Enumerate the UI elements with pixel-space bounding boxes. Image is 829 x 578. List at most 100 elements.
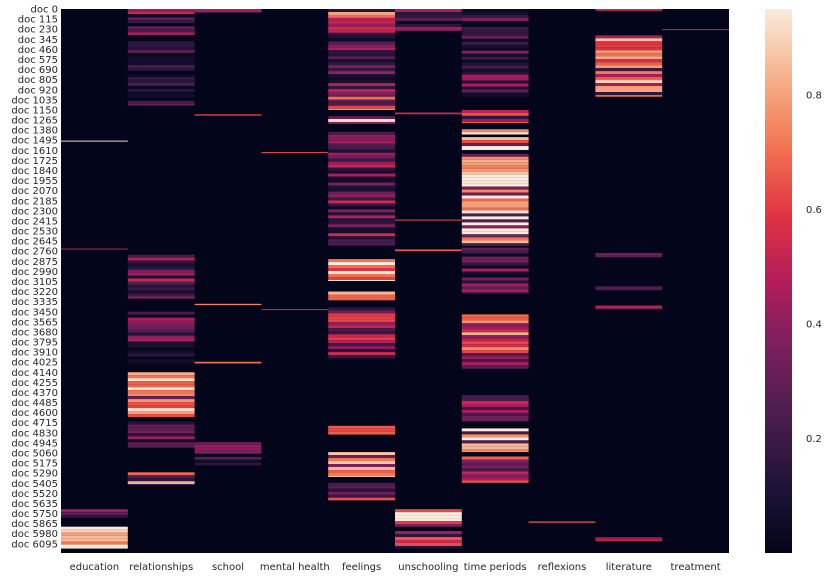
heatmap-cell (328, 74, 395, 78)
row-tick-label: doc 6095 (11, 539, 58, 550)
heatmap-cell (328, 355, 395, 359)
heatmap-cell (328, 485, 395, 489)
heatmap-cell (194, 438, 262, 442)
heatmap-cell (127, 356, 195, 360)
heatmap-cell (127, 338, 195, 342)
heatmap-cell (127, 421, 195, 425)
row-tick-label: doc 5635 (11, 499, 58, 510)
heatmap-cell (461, 86, 529, 90)
heatmap-cell (461, 89, 529, 93)
heatmap-cell (127, 378, 195, 382)
heatmap-cell (194, 303, 262, 306)
heatmap-cell (595, 68, 663, 72)
heatmap-cell (127, 17, 195, 21)
heatmap-cell (461, 168, 529, 172)
heatmap-cell (461, 329, 529, 333)
heatmap-cell (461, 95, 529, 97)
heatmap-cell (595, 83, 663, 87)
heatmap-cell (461, 335, 529, 339)
heatmap-cell (61, 541, 128, 545)
heatmap-cell (328, 191, 395, 195)
heatmap-cell (595, 50, 663, 54)
row-tick-label: doc 4140 (11, 368, 58, 379)
heatmap-cell (328, 170, 395, 174)
heatmap-cell (328, 212, 395, 216)
heatmap-cell (595, 59, 663, 63)
heatmap-cell (328, 297, 395, 301)
heatmap-cell (127, 290, 195, 294)
row-tick-label: doc 1955 (11, 176, 58, 187)
heatmap-cell (328, 209, 395, 213)
heatmap-cell (461, 20, 529, 24)
heatmap-cell (127, 414, 195, 417)
heatmap-cell (127, 97, 195, 101)
row-tick-label: doc 4370 (11, 388, 58, 399)
heatmap-cell (328, 134, 395, 138)
heatmap-cell (127, 278, 195, 282)
heatmap-cell (328, 224, 395, 228)
heatmap-cell (461, 449, 529, 453)
heatmap-cell (127, 384, 195, 388)
column-tick-label: time periods (464, 562, 527, 573)
heatmap-cell (127, 393, 195, 397)
row-tick-label: doc 5980 (11, 529, 58, 540)
heatmap-cell (127, 38, 195, 42)
heatmap-cell (461, 9, 529, 12)
heatmap-cell (461, 418, 529, 422)
row-tick-label: doc 2875 (11, 257, 58, 268)
heatmap-cell (127, 59, 195, 62)
heatmap-cell (461, 115, 529, 119)
heatmap-cell (461, 262, 529, 266)
heatmap-cell (328, 50, 395, 54)
heatmap-cell (461, 59, 529, 63)
heatmap-cell (595, 38, 663, 42)
heatmap-cell (127, 329, 195, 333)
heatmap-cell (461, 121, 529, 124)
row-tick-label: doc 2760 (11, 247, 58, 258)
row-tick-label: doc 4600 (11, 408, 58, 419)
row-tick-label: doc 805 (18, 75, 58, 86)
heatmap-cell (328, 71, 395, 75)
row-tick-label: doc 460 (18, 45, 58, 56)
heatmap-cell (395, 249, 462, 252)
row-tick-label: doc 4830 (11, 428, 58, 439)
heatmap-cell (461, 474, 529, 478)
heatmap-cell (127, 396, 195, 400)
heatmap-cell (461, 50, 529, 54)
heatmap-cell (528, 521, 596, 523)
heatmap-cell (328, 99, 395, 103)
heatmap-cell (461, 256, 529, 260)
heatmap-cell (328, 346, 395, 350)
heatmap-cell (395, 219, 462, 221)
row-tick-label: doc 3105 (11, 277, 58, 288)
row-tick-label: doc 2300 (11, 206, 58, 217)
column-tick-label: feelings (342, 562, 381, 573)
heatmap-cell (328, 89, 395, 93)
heatmap-cell (127, 408, 195, 412)
heatmap-cell (461, 359, 529, 363)
row-tick-label: doc 5520 (11, 489, 58, 500)
heatmap-cell (461, 109, 529, 113)
heatmap-cell (595, 540, 663, 542)
heatmap-cell (461, 237, 529, 241)
colorbar-gradient (765, 9, 792, 553)
heatmap-cell (328, 307, 395, 311)
heatmap-cell (127, 430, 195, 434)
heatmap-cell (461, 259, 529, 263)
heatmap-cell (328, 131, 395, 135)
heatmap-cell (328, 343, 395, 347)
heatmap-cell (461, 347, 529, 351)
heatmap-cell (461, 47, 529, 51)
heatmap-cell (127, 287, 195, 291)
heatmap-cell (328, 464, 395, 468)
heatmap-cell (461, 204, 529, 208)
heatmap-cell (461, 183, 529, 187)
heatmap-cell (61, 526, 128, 530)
heatmap-cell (194, 453, 262, 457)
heatmap-cell (328, 137, 395, 141)
heatmap-cell (461, 140, 529, 144)
heatmap-cell (461, 280, 529, 284)
heatmap-cell (61, 547, 128, 549)
row-tick-label: doc 1035 (11, 95, 58, 106)
heatmap-cell (461, 222, 529, 226)
